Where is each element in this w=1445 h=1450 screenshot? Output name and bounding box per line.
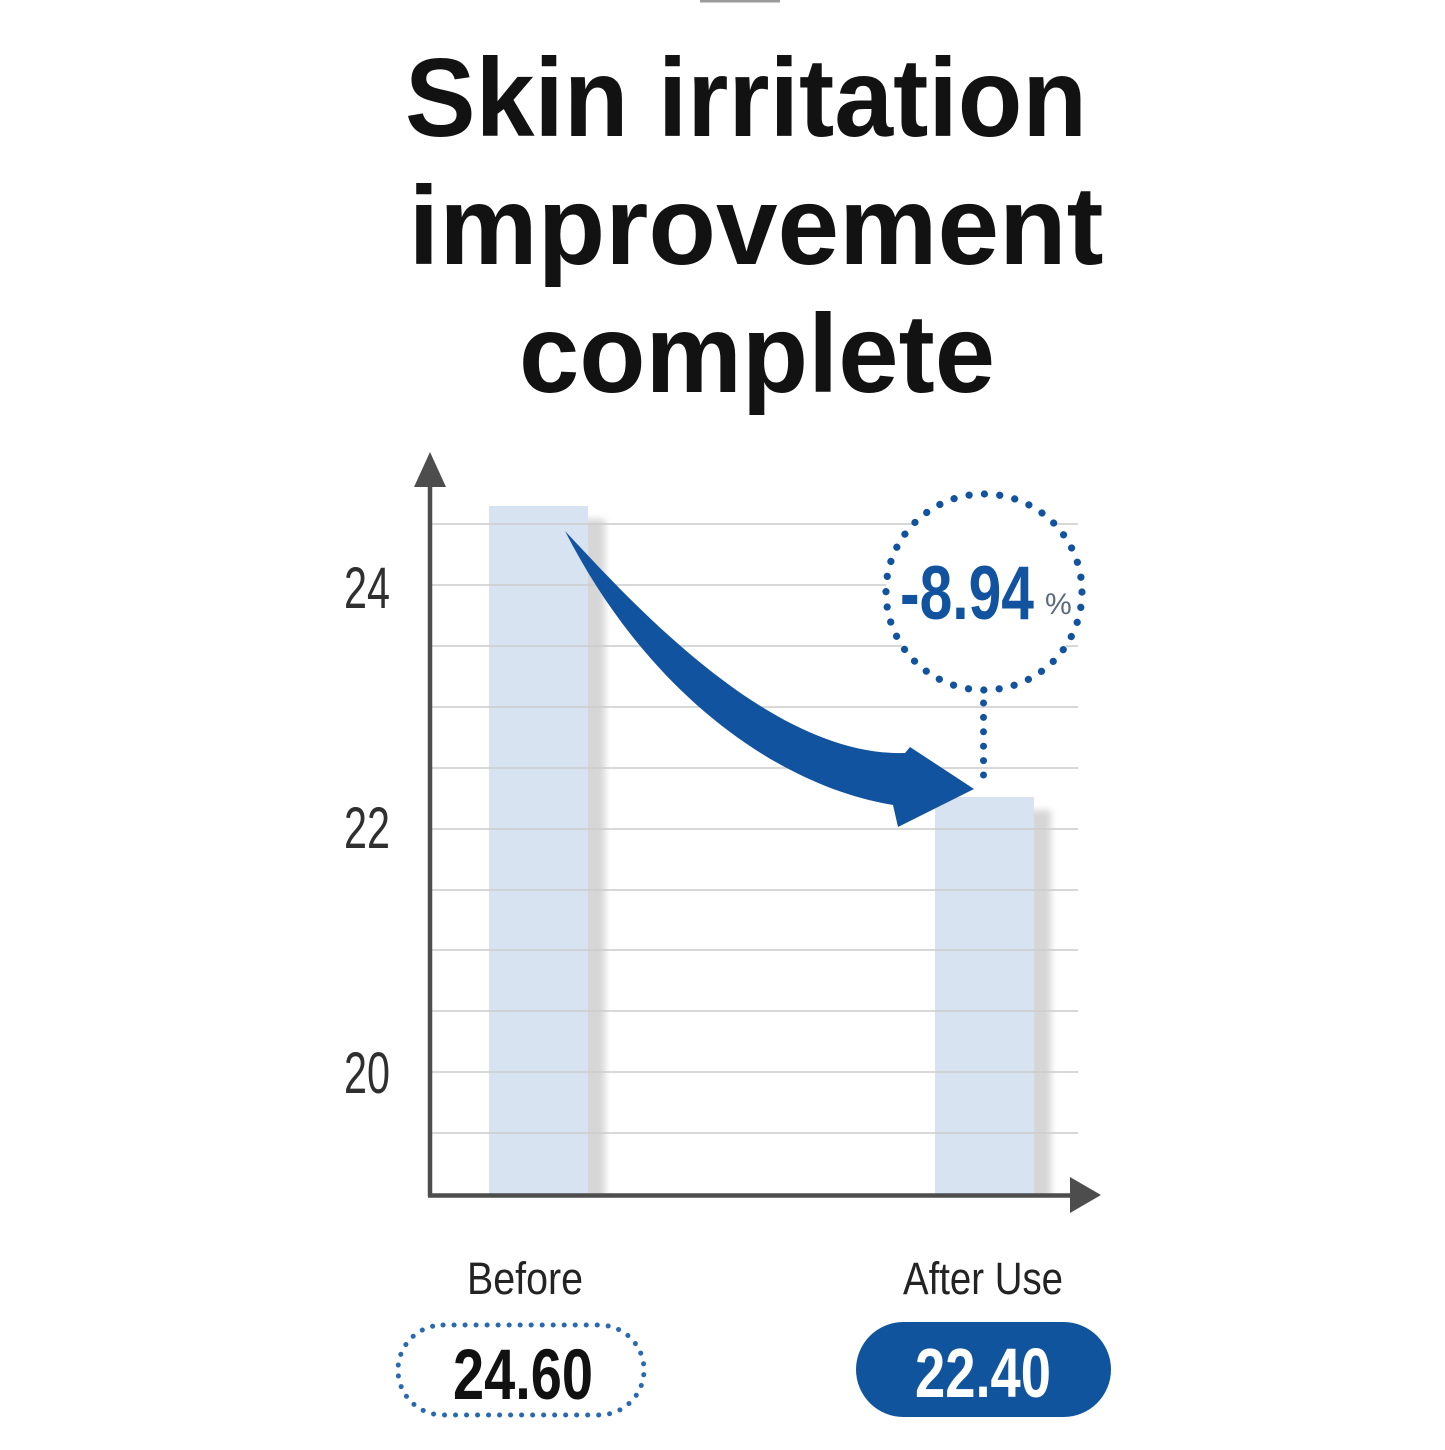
svg-text:-8.94: -8.94: [900, 551, 1034, 636]
svg-text:22: 22: [344, 796, 390, 861]
svg-text:22.40: 22.40: [915, 1334, 1051, 1412]
svg-text:24.60: 24.60: [453, 1336, 593, 1415]
svg-text:improvement: improvement: [409, 164, 1104, 288]
svg-text:After Use: After Use: [903, 1253, 1063, 1304]
svg-text:24: 24: [344, 556, 390, 621]
svg-text:%: %: [1045, 588, 1072, 621]
svg-text:Before: Before: [467, 1253, 583, 1304]
svg-text:Skin irritation: Skin irritation: [405, 36, 1087, 160]
svg-text:complete: complete: [519, 292, 995, 416]
svg-text:20: 20: [344, 1041, 390, 1106]
